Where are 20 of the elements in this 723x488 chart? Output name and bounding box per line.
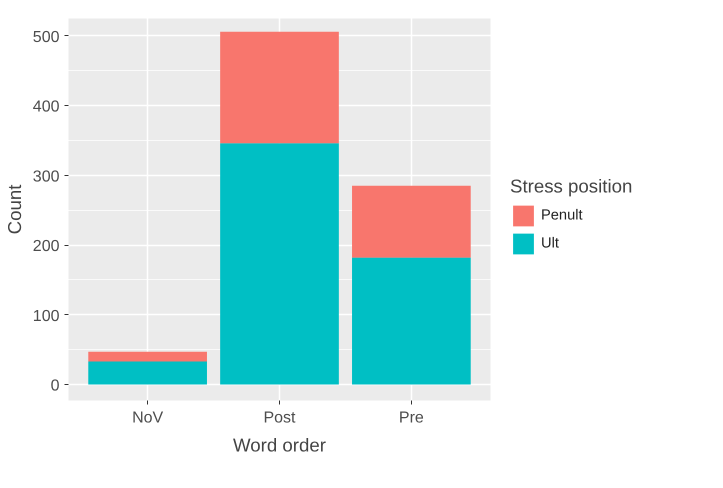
x-tick-label: Post <box>263 410 296 426</box>
bar <box>352 186 471 258</box>
x-tick-label: Pre <box>398 410 424 426</box>
y-axis-title: Count <box>4 184 25 234</box>
y-tick-label: 200 <box>32 238 60 256</box>
legend-title: Stress position <box>510 176 632 198</box>
x-axis-title: Word order <box>233 434 326 456</box>
legend-label: Ult <box>541 236 560 252</box>
bar <box>88 361 207 384</box>
bar <box>352 258 471 384</box>
y-tick-label: 100 <box>32 308 60 325</box>
y-tick-label: 300 <box>32 168 60 186</box>
y-tick-label: 400 <box>32 98 60 116</box>
x-tick-label: NoV <box>132 410 164 426</box>
y-tick-label: 500 <box>32 28 60 46</box>
bar <box>220 32 339 144</box>
y-tick-label: 0 <box>50 377 60 394</box>
legend-label: Penult <box>541 208 583 224</box>
bar <box>88 352 207 362</box>
bar <box>220 143 339 384</box>
